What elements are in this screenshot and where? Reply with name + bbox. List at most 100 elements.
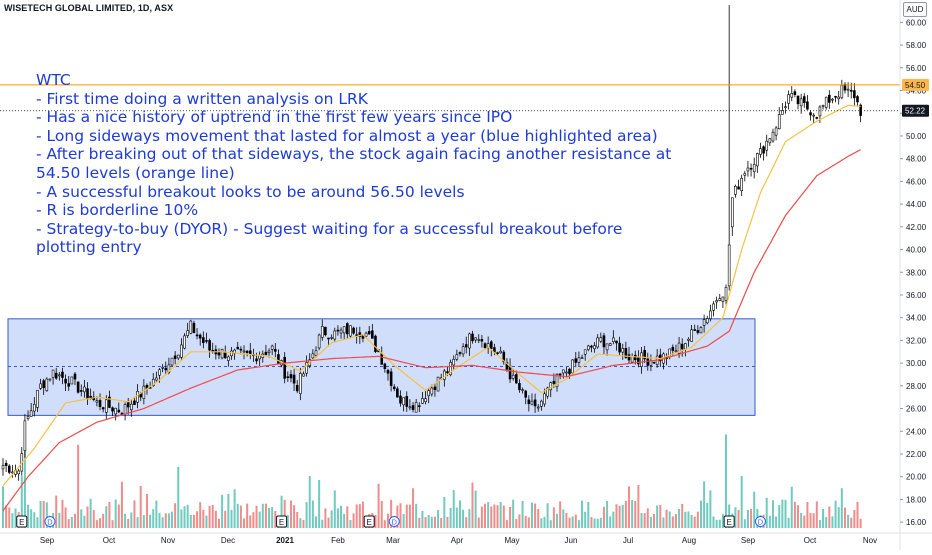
volume-bar bbox=[139, 485, 142, 528]
candle-body bbox=[449, 361, 452, 376]
candle-body bbox=[48, 378, 52, 381]
candle-body bbox=[777, 114, 781, 130]
volume-bar bbox=[171, 511, 174, 528]
volume-bar bbox=[315, 516, 317, 528]
candle-body bbox=[543, 393, 546, 405]
candle-body bbox=[561, 369, 565, 374]
candle-body bbox=[330, 337, 333, 339]
candle-body bbox=[684, 343, 687, 350]
volume-bar bbox=[740, 476, 743, 528]
volume-bar bbox=[515, 518, 518, 528]
volume-bar bbox=[45, 502, 48, 528]
volume-bar bbox=[856, 501, 859, 528]
volume-bar bbox=[95, 520, 98, 528]
candle-body bbox=[320, 326, 324, 338]
candle-body bbox=[317, 334, 321, 349]
candle-body bbox=[818, 106, 822, 117]
candle-body bbox=[29, 410, 33, 417]
candle-body bbox=[414, 402, 418, 413]
candle-body bbox=[367, 330, 371, 335]
volume-bar bbox=[39, 501, 42, 528]
candle-body bbox=[740, 178, 743, 192]
volume-bar bbox=[124, 513, 127, 528]
volume-bar bbox=[214, 510, 217, 528]
candle-body bbox=[555, 374, 559, 388]
volume-bar bbox=[355, 504, 358, 528]
volume-bar bbox=[349, 519, 352, 528]
volume-bar bbox=[80, 509, 83, 528]
currency-badge[interactable]: AUD bbox=[903, 2, 927, 17]
volume-bar bbox=[308, 476, 311, 528]
volume-bar bbox=[534, 503, 537, 528]
volume-bar bbox=[465, 517, 468, 528]
candle-body bbox=[499, 350, 502, 354]
candle-body bbox=[705, 318, 709, 324]
candle-body bbox=[283, 356, 287, 379]
candle-body bbox=[646, 358, 650, 366]
candle-body bbox=[264, 351, 268, 355]
candle-body bbox=[433, 386, 437, 391]
volume-bar bbox=[631, 500, 634, 528]
volume-bar bbox=[258, 511, 261, 528]
volume-bar bbox=[343, 513, 346, 528]
volume-bar bbox=[715, 519, 718, 528]
volume-bar bbox=[283, 499, 286, 528]
volume-bar bbox=[145, 493, 148, 528]
volume-bar bbox=[793, 501, 796, 528]
volume-bar bbox=[405, 504, 408, 528]
volume-bar bbox=[255, 505, 258, 528]
volume-bar bbox=[133, 500, 136, 528]
volume-bar bbox=[174, 503, 177, 528]
volume-bar bbox=[568, 517, 571, 528]
volume-bar bbox=[11, 513, 14, 528]
candle-body bbox=[806, 101, 809, 110]
volume-bar bbox=[843, 507, 846, 528]
volume-bar bbox=[58, 512, 61, 528]
volume-bar bbox=[743, 519, 746, 528]
volume-bar bbox=[336, 508, 339, 528]
volume-bar bbox=[289, 500, 292, 528]
volume-bar bbox=[840, 488, 843, 528]
volume-bar bbox=[815, 501, 818, 528]
annotation-line: - Strategy-to-buy (DYOR) - Suggest waiti… bbox=[36, 219, 623, 257]
volume-bar bbox=[196, 511, 199, 528]
symbol-title[interactable]: WISETECH GLOBAL LIMITED, 1D, ASX bbox=[4, 3, 174, 13]
candle-body bbox=[690, 329, 693, 342]
volume-bar bbox=[537, 509, 540, 528]
volume-bar bbox=[77, 444, 80, 528]
price-tick-label: 38.00 bbox=[906, 268, 927, 277]
candle-body bbox=[180, 344, 183, 358]
candle-body bbox=[208, 340, 211, 351]
annotation-line: - A successful breakout looks to be arou… bbox=[36, 182, 465, 201]
volume-bar bbox=[268, 507, 271, 528]
candle-body bbox=[349, 325, 352, 337]
candle-body bbox=[32, 404, 36, 412]
candle-body bbox=[633, 354, 637, 361]
price-tick-label: 48.00 bbox=[906, 155, 927, 164]
volume-bar bbox=[192, 514, 195, 528]
volume-bar bbox=[671, 516, 674, 528]
volume-bar bbox=[5, 505, 8, 528]
price-tick-label: 50.00 bbox=[906, 132, 927, 141]
volume-bar bbox=[127, 518, 130, 528]
time-axis-label: Jul bbox=[623, 536, 633, 545]
volume-bar bbox=[637, 485, 640, 528]
volume-bar bbox=[299, 518, 302, 528]
candle-body bbox=[474, 337, 477, 341]
price-tick-label: 20.00 bbox=[906, 473, 927, 482]
candle-body bbox=[605, 343, 609, 351]
price-tick-label: 26.00 bbox=[906, 405, 927, 414]
volume-bar bbox=[527, 517, 530, 528]
volume-bar bbox=[512, 499, 515, 528]
annotation-line: - After breaking out of that sideways, t… bbox=[36, 145, 672, 182]
candle-body bbox=[51, 369, 55, 378]
volume-bar bbox=[120, 481, 123, 528]
candle-body bbox=[79, 390, 83, 392]
volume-bar bbox=[189, 514, 192, 528]
candle-body bbox=[571, 359, 574, 374]
candle-body bbox=[289, 374, 293, 379]
volume-bar bbox=[562, 509, 565, 528]
candle-body bbox=[286, 376, 290, 378]
